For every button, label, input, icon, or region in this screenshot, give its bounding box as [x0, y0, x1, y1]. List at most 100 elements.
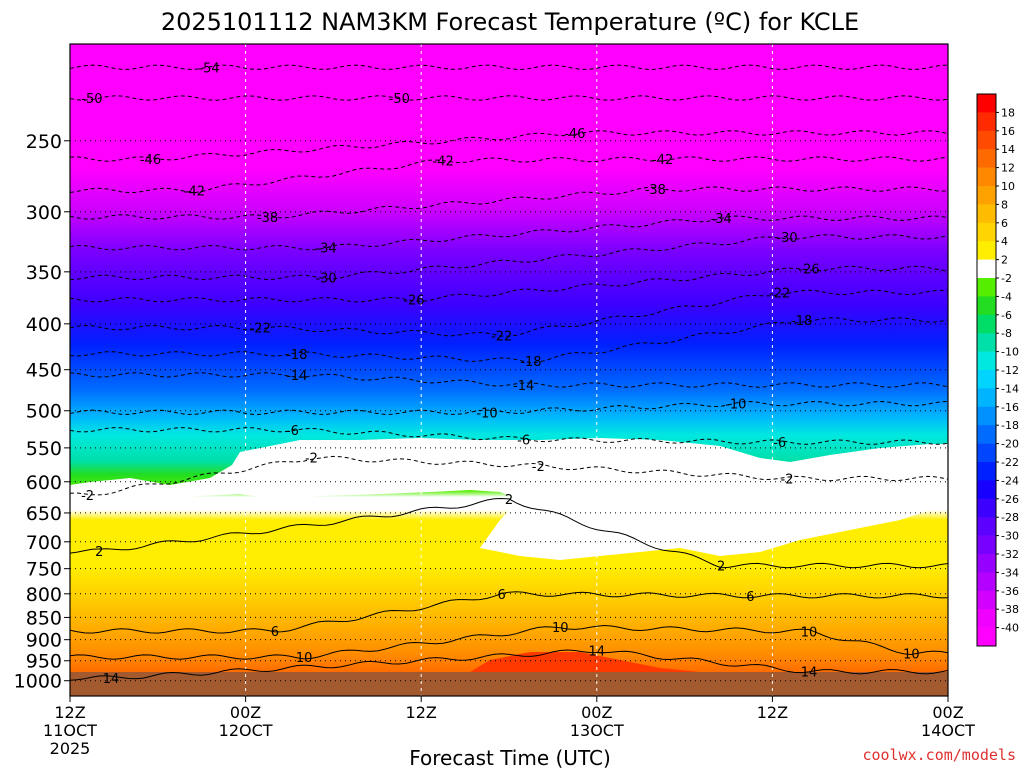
isotherm-line — [70, 289, 948, 337]
isotherm-line — [70, 455, 948, 496]
colorbar-swatch — [977, 572, 996, 592]
contour-label: 14 — [589, 644, 606, 659]
colorbar-swatch — [977, 204, 996, 224]
contour-label: -30 — [315, 271, 336, 286]
credit-text: coolwx.com/models — [862, 746, 1016, 764]
y-tick-label: 1000 — [14, 671, 62, 693]
colorbar-label: -22 — [1001, 456, 1019, 469]
x-tick-label-time: 12Z — [406, 703, 437, 722]
colorbar-swatch — [977, 351, 996, 371]
colorbar-swatch — [977, 443, 996, 463]
contour-label: -42 — [433, 155, 454, 170]
contour-label: -46 — [140, 153, 161, 168]
colorbar-swatch — [977, 296, 996, 316]
plot-area — [70, 44, 948, 696]
colorbar-swatch — [977, 462, 996, 481]
colorbar-swatch — [977, 222, 996, 242]
contour-label: -18 — [791, 314, 812, 329]
contour-label: -6 — [773, 436, 786, 451]
contour-label: -34 — [315, 242, 336, 257]
colorbar-label: -28 — [1001, 511, 1019, 524]
colorbar-label: 14 — [1001, 143, 1015, 156]
colorbar-label: 18 — [1001, 106, 1015, 119]
contour-label: -26 — [798, 262, 819, 277]
x-tick-label-time: 12Z — [757, 703, 788, 722]
y-axis: 2503003504004505005506006507007508008509… — [14, 131, 70, 693]
contour-label: -6 — [517, 433, 530, 448]
colorbar-label: -4 — [1001, 290, 1012, 303]
y-tick-label: 250 — [26, 131, 62, 153]
y-tick-label: 850 — [26, 607, 62, 629]
contour-label: 2 — [505, 493, 513, 508]
contour-label: -6 — [286, 424, 299, 439]
colorbar-label: -40 — [1001, 622, 1019, 635]
colorbar-label: 10 — [1001, 180, 1015, 193]
colorbar-swatch — [977, 333, 996, 352]
contour-label: -10 — [476, 406, 497, 421]
isotherm-line — [70, 624, 948, 660]
colorbar-swatch — [977, 535, 996, 555]
colorbar-swatch — [977, 94, 996, 113]
contour-label: -42 — [184, 184, 205, 199]
y-tick-label: 550 — [26, 438, 62, 460]
colorbar-swatch — [977, 406, 996, 426]
colorbar-label: -12 — [1001, 364, 1019, 377]
contour-label: 2 — [717, 560, 725, 575]
isotherm-line — [70, 156, 948, 194]
contour-label: -50 — [81, 92, 102, 107]
contour-lines — [70, 64, 948, 681]
below-ground-layer — [70, 672, 948, 696]
isotherm-line — [70, 64, 948, 70]
contour-label: 2 — [95, 545, 103, 560]
contour-label: 10 — [801, 625, 818, 640]
x-tick-label-time: 00Z — [581, 703, 612, 722]
contour-label: 14 — [801, 666, 818, 681]
colorbar-swatch — [977, 609, 996, 628]
colorbar-swatch — [977, 370, 996, 389]
x-tick-label-date: 14OCT — [921, 721, 975, 740]
contour-label: -18 — [286, 348, 307, 363]
temperature-field — [70, 44, 948, 696]
contour-label: -22 — [491, 329, 512, 344]
warm-surface-core — [470, 652, 700, 672]
x-tick-label-date: 12OCT — [219, 721, 273, 740]
isotherm-line — [70, 372, 948, 388]
y-tick-label: 750 — [26, 559, 62, 581]
isotherm-line — [70, 497, 948, 569]
isotherm-line — [70, 591, 948, 634]
colorbar-swatch — [977, 186, 996, 205]
colorbar-label: -32 — [1001, 548, 1019, 561]
colorbar-label: -16 — [1001, 401, 1019, 414]
isotherm-line — [70, 265, 948, 303]
colorbar-label: 16 — [1001, 125, 1015, 138]
y-tick-label: 500 — [26, 401, 62, 423]
y-tick-label: 700 — [26, 532, 62, 554]
colorbar: 18 16 14 12 10 8 6 4 2 -2 -4 -6 -8 -10 -12 -14 -16 -18 -20… — [976, 93, 1019, 647]
y-tick-label: 450 — [26, 360, 62, 382]
colorbar-label: -26 — [1001, 493, 1019, 506]
contour-label: -18 — [520, 355, 541, 370]
contour-label: -54 — [198, 61, 219, 76]
colorbar-swatch — [977, 554, 996, 573]
contour-label: -50 — [389, 92, 410, 107]
colorbar-label: 4 — [1001, 235, 1008, 248]
contour-label: -2 — [781, 473, 794, 488]
colorbar-label: -36 — [1001, 585, 1019, 598]
contour-label: -22 — [769, 286, 790, 301]
colorbar-label: -30 — [1001, 530, 1019, 543]
colorbar-swatch — [977, 112, 996, 132]
isotherm-line — [70, 234, 948, 281]
colorbar-swatch — [977, 241, 996, 260]
colorbar-label: -34 — [1001, 566, 1019, 579]
contour-label: -14 — [286, 369, 307, 384]
isotherm-line — [70, 95, 948, 101]
y-tick-label: 350 — [26, 262, 62, 284]
colorbar-swatch — [977, 480, 996, 500]
x-tick-label-year: 2025 — [50, 739, 91, 758]
colorbar-label: -2 — [1001, 272, 1012, 285]
contour-label: 10 — [296, 651, 313, 666]
colorbar-label: -20 — [1001, 438, 1019, 451]
y-tick-label: 300 — [26, 202, 62, 224]
freezing-layer-region — [70, 438, 948, 560]
